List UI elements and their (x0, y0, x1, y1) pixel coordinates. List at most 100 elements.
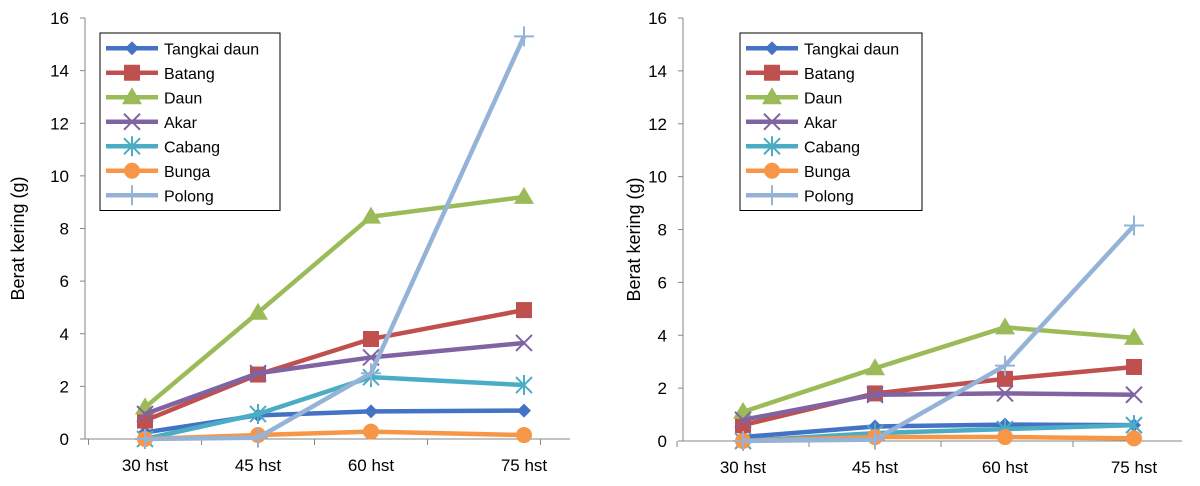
left-y-tick-label: 6 (60, 272, 69, 291)
left-legend-marker (123, 113, 141, 131)
left-data-point (361, 206, 381, 224)
left-y-tick-label: 4 (60, 325, 69, 344)
right-data-point (734, 411, 752, 429)
left-y-tick-label: 14 (50, 62, 69, 81)
right-data-point (865, 358, 885, 376)
left-series-line (144, 35, 527, 442)
right-data-point (1125, 386, 1143, 404)
left-legend-label: Polong (164, 188, 214, 205)
left-legend-marker (122, 87, 142, 105)
left-data-point (248, 302, 268, 320)
right-data-point (865, 429, 885, 450)
left-series-batang (137, 302, 532, 429)
left-legend-marker (122, 185, 142, 206)
left-data-point (516, 427, 532, 444)
left-y-tick-label: 8 (60, 220, 69, 239)
left-x-tick-label: 60 hst (348, 456, 395, 475)
left-data-point (364, 404, 378, 419)
left-data-point (516, 302, 532, 319)
left-data-point (515, 334, 533, 352)
right-y-tick-label: 16 (648, 9, 667, 28)
right-data-point (1124, 327, 1144, 345)
left-series-line (144, 307, 525, 423)
right-legend-label: Polong (804, 188, 854, 205)
right-data-point (997, 370, 1013, 387)
left-data-point (514, 26, 534, 47)
right-legend-label: Bunga (804, 164, 850, 181)
left-legend-label: Cabang (164, 139, 220, 156)
right-x-tick-label: 30 hst (720, 458, 767, 477)
right-y-axis-label: Berat kering (g) (624, 177, 644, 301)
left-y-tick-label: 0 (60, 430, 69, 449)
chart-right: 0 2 4 6 8 10 12 14 16 30 hst 45 hst 60 hst 75 hst Ber… (600, 0, 1200, 486)
left-series-polong (135, 26, 534, 449)
right-legend-label: Daun (804, 90, 842, 107)
right-x-tick-label: 75 hst (1111, 458, 1158, 477)
right-legend-marker (764, 64, 780, 81)
right-legend-label: Batang (804, 66, 855, 83)
left-data-point (515, 375, 533, 396)
left-axes: 0 2 4 6 8 10 12 14 16 30 hst 45 hst 60 hst 75 hst (50, 9, 570, 475)
right-legend-marker (762, 87, 782, 105)
right-data-point (1126, 358, 1142, 375)
right-data-point (997, 429, 1013, 446)
left-series-line (144, 408, 525, 435)
left-data-point (363, 423, 379, 440)
right-series-line (742, 224, 1136, 444)
left-data-point (249, 364, 267, 382)
left-y-tick-label: 10 (50, 167, 69, 186)
left-x-tick-label: 30 hst (122, 456, 169, 475)
right-legend-marker (762, 185, 782, 206)
right-y-tick-label: 2 (658, 379, 667, 398)
left-series-line (143, 194, 525, 410)
left-data-point (363, 331, 379, 348)
right-data-point (733, 431, 753, 451)
left-data-point (514, 186, 534, 204)
chart-right-svg: 0 2 4 6 8 10 12 14 16 30 hst 45 hst 60 hst 75 hst Ber… (624, 9, 1182, 477)
left-series-line (144, 374, 525, 442)
right-series-line (742, 325, 1135, 415)
right-y-tick-label: 0 (658, 432, 667, 451)
left-data-point (136, 405, 154, 423)
right-series-akar (734, 384, 1143, 429)
right-legend-label: Tangkai daun (804, 41, 899, 58)
right-data-point (995, 317, 1015, 335)
left-series-akar (136, 334, 533, 423)
right-legend-marker (764, 162, 780, 179)
right-data-point (995, 355, 1015, 376)
right-x-tick-label: 60 hst (982, 458, 1029, 477)
left-legend-marker (125, 41, 139, 56)
left-data-point (137, 412, 153, 429)
right-y-tick-label: 14 (648, 62, 667, 81)
left-legend-marker (124, 162, 140, 179)
left-data-point (249, 404, 267, 425)
left-y-tick-label: 12 (50, 114, 69, 133)
left-legend-label: Tangkai daun (164, 41, 259, 58)
right-legend-marker (763, 136, 781, 157)
chart-left-svg: 0 2 4 6 8 10 12 14 16 30 hst 45 hst 60 hst 75 hst Ber… (8, 9, 570, 475)
right-legend-marker (765, 41, 779, 56)
left-x-tick-label: 45 hst (235, 456, 282, 475)
right-legend-marker (763, 113, 781, 131)
left-data-point (135, 429, 155, 449)
right-x-tick-label: 45 hst (852, 458, 899, 477)
right-legend: Tangkai daun Batang Daun Akar Cabang Bunga Pol… (739, 32, 923, 211)
right-legend-label: Cabang (804, 139, 860, 156)
right-series-line (742, 391, 1135, 423)
left-legend-label: Akar (164, 115, 198, 132)
left-y-axis-label: Berat kering (g) (8, 176, 28, 300)
left-x-tick-label: 75 hst (501, 456, 548, 475)
left-data-point (248, 427, 268, 448)
right-series-polong (733, 215, 1144, 451)
left-data-point (517, 403, 531, 418)
left-y-tick-label: 2 (60, 377, 69, 396)
left-series-line (144, 340, 525, 417)
right-data-point (866, 386, 884, 404)
left-legend: Tangkai daun Batang Daun Akar Cabang Bunga Pol… (99, 32, 281, 211)
right-y-tick-label: 8 (658, 221, 667, 240)
right-y-tick-label: 6 (658, 273, 667, 292)
left-legend-label: Bunga (164, 164, 210, 181)
right-data-point (996, 384, 1014, 403)
right-y-tick-label: 12 (648, 115, 667, 134)
right-y-tick-label: 4 (658, 326, 667, 345)
